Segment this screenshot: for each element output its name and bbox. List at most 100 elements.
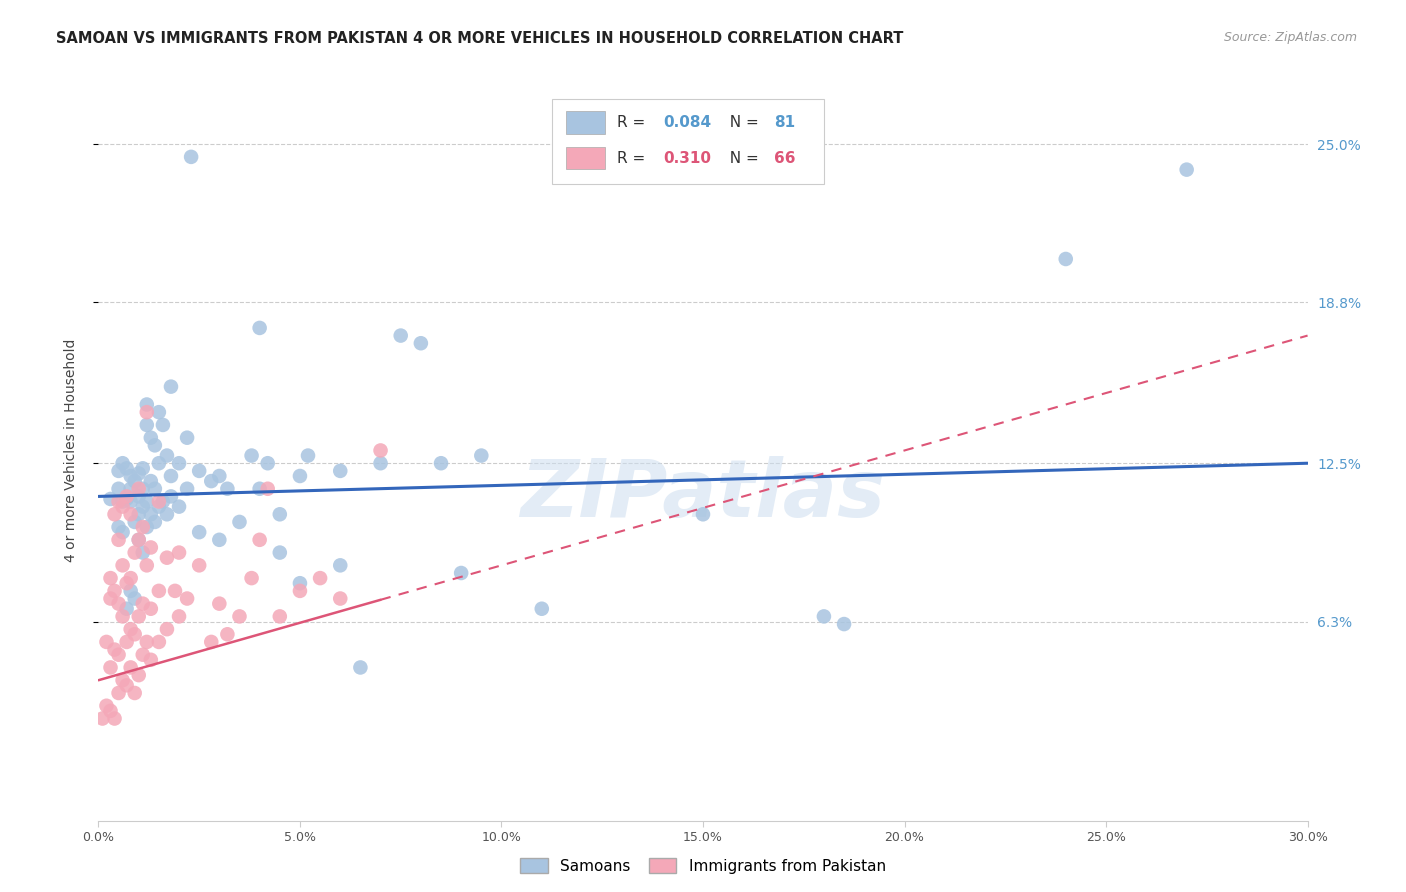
Point [156, 449, 179, 463]
Point [160, 490, 183, 504]
Text: ZIPatlas: ZIPatlas [520, 456, 886, 534]
Point [240, 571, 263, 585]
Point [124, 686, 146, 700]
Point [208, 469, 231, 483]
Point [156, 550, 179, 565]
Point [813, 609, 835, 624]
Point [249, 533, 271, 547]
Point [107, 464, 129, 478]
Point [115, 490, 138, 504]
Point [132, 482, 155, 496]
Point [128, 609, 150, 624]
Point [450, 566, 472, 580]
Point [139, 653, 162, 667]
Legend: Samoans, Immigrants from Pakistan: Samoans, Immigrants from Pakistan [515, 852, 891, 880]
Point [128, 533, 150, 547]
Point [143, 515, 166, 529]
Point [148, 405, 170, 419]
Point [143, 482, 166, 496]
Point [91, 712, 114, 726]
Point [135, 520, 157, 534]
Point [96, 635, 118, 649]
Point [115, 635, 138, 649]
Point [832, 617, 855, 632]
Point [370, 443, 392, 458]
Point [148, 635, 170, 649]
Point [124, 627, 146, 641]
Point [124, 545, 146, 559]
Point [309, 571, 332, 585]
Point [389, 328, 412, 343]
Point [135, 405, 157, 419]
Point [288, 576, 311, 591]
Point [1175, 162, 1198, 177]
Point [256, 456, 278, 470]
Point [120, 482, 142, 496]
Point [115, 491, 138, 506]
Point [167, 500, 190, 514]
Point [269, 545, 291, 559]
Point [115, 461, 138, 475]
Point [120, 583, 142, 598]
Point [176, 591, 198, 606]
Point [111, 609, 134, 624]
Point [128, 533, 150, 547]
Point [128, 508, 150, 522]
Text: 66: 66 [775, 151, 796, 166]
Point [288, 469, 311, 483]
Point [135, 417, 157, 432]
Point [470, 449, 492, 463]
Point [692, 508, 714, 522]
Point [180, 150, 202, 164]
Point [329, 464, 352, 478]
Point [132, 597, 155, 611]
Point [139, 508, 162, 522]
Point [132, 520, 155, 534]
Text: 81: 81 [775, 115, 796, 130]
Point [120, 660, 142, 674]
Point [152, 417, 174, 432]
Point [208, 533, 231, 547]
Text: R =: R = [617, 115, 650, 130]
Point [115, 678, 138, 692]
Point [530, 601, 553, 615]
Point [349, 660, 371, 674]
Point [249, 482, 271, 496]
Point [167, 609, 190, 624]
Point [111, 673, 134, 688]
Point [148, 500, 170, 514]
Point [107, 520, 129, 534]
Point [167, 545, 190, 559]
Point [100, 660, 122, 674]
Point [217, 627, 239, 641]
Point [200, 635, 222, 649]
Text: SAMOAN VS IMMIGRANTS FROM PAKISTAN 4 OR MORE VEHICLES IN HOUSEHOLD CORRELATION C: SAMOAN VS IMMIGRANTS FROM PAKISTAN 4 OR … [56, 31, 904, 46]
Point [107, 597, 129, 611]
Point [100, 704, 122, 718]
Point [148, 583, 170, 598]
Point [188, 525, 211, 540]
Point [217, 482, 239, 496]
Point [107, 482, 129, 496]
Point [128, 482, 150, 496]
Point [111, 494, 134, 508]
Point [329, 558, 352, 573]
Point [115, 576, 138, 591]
Point [156, 622, 179, 636]
Point [120, 494, 142, 508]
Point [120, 508, 142, 522]
Point [128, 490, 150, 504]
Point [188, 464, 211, 478]
Point [103, 712, 125, 726]
Point [249, 321, 271, 335]
Point [156, 508, 179, 522]
Point [132, 545, 155, 559]
FancyBboxPatch shape [551, 99, 824, 184]
Text: Source: ZipAtlas.com: Source: ZipAtlas.com [1223, 31, 1357, 45]
Point [228, 515, 250, 529]
Point [132, 500, 155, 514]
Point [100, 491, 122, 506]
Point [297, 449, 319, 463]
Point [107, 686, 129, 700]
Point [128, 668, 150, 682]
